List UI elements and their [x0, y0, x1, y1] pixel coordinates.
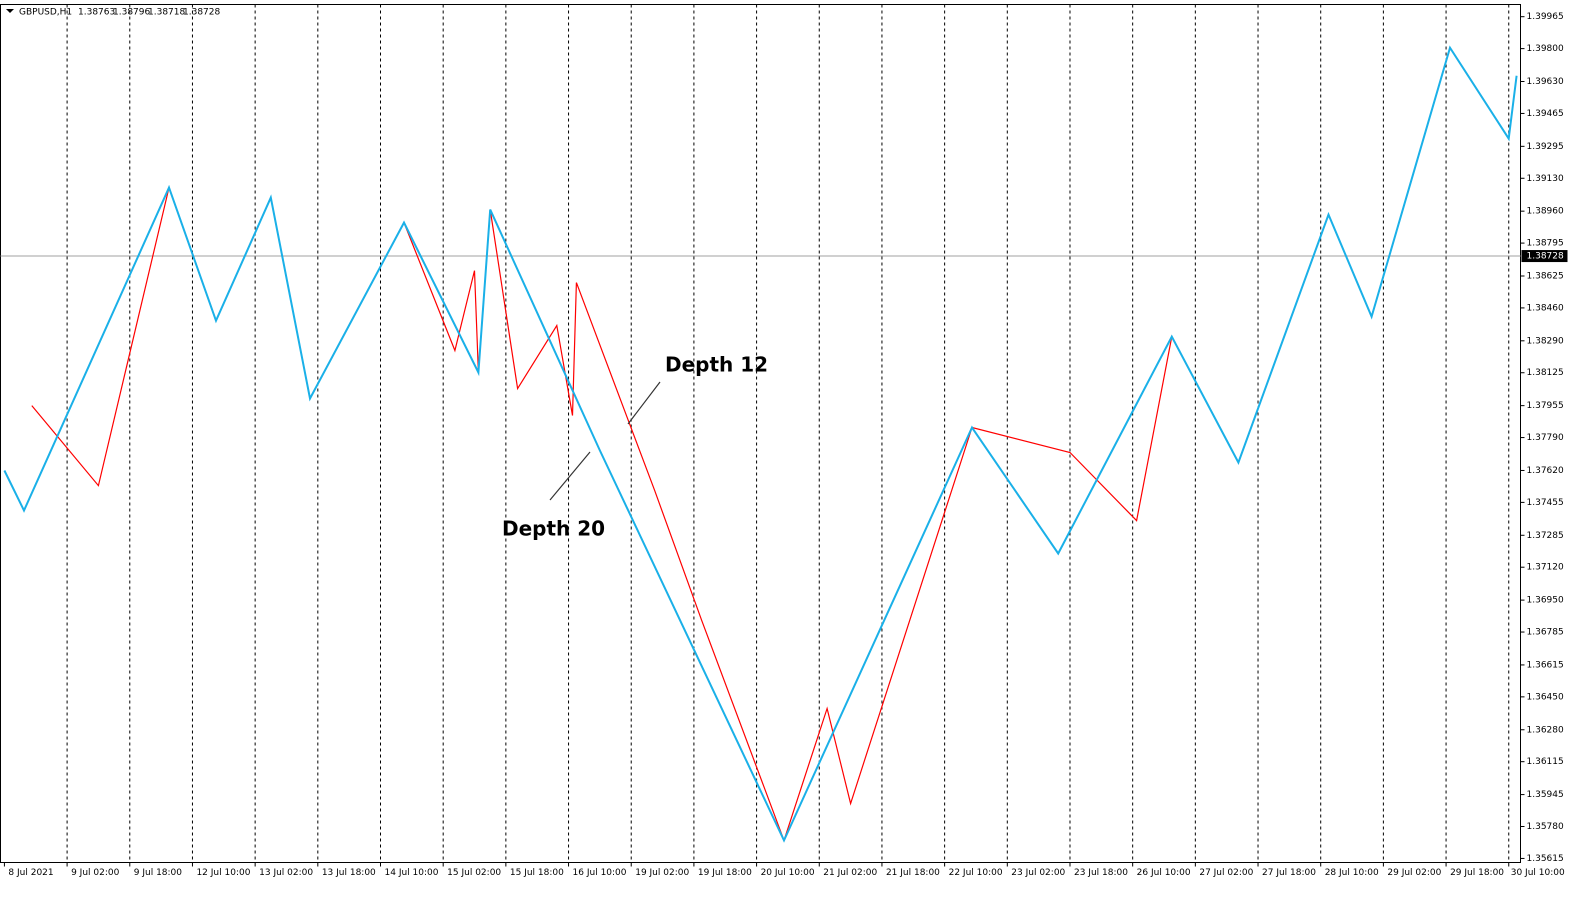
y-tick-label: 1.36950 — [1527, 596, 1564, 606]
y-tick-label: 1.38960 — [1527, 207, 1564, 217]
x-tick-label: 27 Jul 18:00 — [1262, 868, 1316, 878]
x-tick-label: 9 Jul 02:00 — [71, 868, 120, 878]
annotation: Depth 20 — [502, 517, 605, 541]
y-tick-label: 1.37455 — [1527, 498, 1564, 508]
x-tick-label: 16 Jul 10:00 — [573, 868, 627, 878]
y-tick-label: 1.37620 — [1527, 466, 1564, 476]
x-tick-label: 9 Jul 18:00 — [134, 868, 183, 878]
price-tag — [1521, 250, 1568, 263]
x-tick-label: 21 Jul 18:00 — [886, 868, 940, 878]
y-tick-label: 1.39630 — [1527, 77, 1564, 87]
annotation: Depth 12 — [665, 353, 768, 377]
x-tick-label: 27 Jul 02:00 — [1199, 868, 1253, 878]
x-tick-label: 19 Jul 02:00 — [635, 868, 689, 878]
x-tick-label: 29 Jul 02:00 — [1387, 868, 1441, 878]
zigzags — [3, 45, 1518, 843]
y-tick-label: 1.39965 — [1527, 12, 1564, 22]
price-tag-label: 1.38728 — [1527, 252, 1564, 262]
pointer-line — [549, 451, 591, 501]
x-tick-label: 8 Jul 2021 — [8, 868, 53, 878]
y-tick-label: 1.39465 — [1527, 109, 1564, 119]
x-tick-label: 23 Jul 18:00 — [1074, 868, 1128, 878]
x-tick-label: 13 Jul 18:00 — [322, 868, 376, 878]
x-tick-label: 22 Jul 10:00 — [949, 868, 1003, 878]
y-tick-label: 1.35615 — [1527, 854, 1564, 864]
y-tick-label: 1.39800 — [1527, 44, 1564, 54]
ohlc-high: 1.38796 — [113, 8, 150, 18]
y-tick-label: 1.36280 — [1527, 725, 1564, 735]
y-tick-label: 1.38625 — [1527, 271, 1564, 281]
y-tick-label: 1.38460 — [1527, 303, 1564, 313]
plot-frame — [0, 4, 1521, 863]
y-tick-label: 1.36615 — [1527, 660, 1564, 670]
x-tick-label: 14 Jul 10:00 — [385, 868, 439, 878]
x-tick-label: 19 Jul 18:00 — [698, 868, 752, 878]
x-tick-label: 26 Jul 10:00 — [1137, 868, 1191, 878]
y-tick-label: 1.38795 — [1527, 239, 1564, 249]
y-tick-label: 1.39295 — [1527, 142, 1564, 152]
x-tick-label: 29 Jul 18:00 — [1450, 868, 1504, 878]
axes: 8 Jul 2021 9 Jul 02:00 9 Jul 18:00 12 Jul 1… — [3, 12, 1568, 878]
x-tick-label: 13 Jul 02:00 — [259, 868, 313, 878]
y-tick-label: 1.35945 — [1527, 790, 1564, 800]
y-tick-label: 1.38290 — [1527, 336, 1564, 346]
x-tick-label: 20 Jul 10:00 — [761, 868, 815, 878]
y-tick-label: 1.36450 — [1527, 692, 1564, 702]
y-tick-label: 1.38125 — [1527, 368, 1564, 378]
y-tick-label: 1.37955 — [1527, 401, 1564, 411]
y-tick-label: 1.35780 — [1527, 822, 1564, 832]
zigzag-line — [3, 45, 1518, 843]
x-tick-label: 12 Jul 10:00 — [196, 868, 250, 878]
x-tick-label: 15 Jul 02:00 — [447, 868, 501, 878]
y-tick-label: 1.36115 — [1527, 757, 1564, 767]
x-tick-label: 15 Jul 18:00 — [510, 868, 564, 878]
x-tick-label: 28 Jul 10:00 — [1325, 868, 1379, 878]
ohlc-open: 1.38763 — [78, 8, 115, 18]
y-tick-label: 1.37120 — [1527, 563, 1564, 573]
x-tick-label: 21 Jul 02:00 — [823, 868, 877, 878]
ohlc-low: 1.38718 — [148, 8, 185, 18]
grid — [0, 4, 1521, 863]
ohlc-close: 1.38728 — [183, 8, 220, 18]
menu-arrow — [6, 9, 14, 13]
y-tick-label: 1.39130 — [1527, 174, 1564, 184]
x-tick-label: 30 Jul 10:00 — [1511, 868, 1565, 878]
y-tick-label: 1.36785 — [1527, 628, 1564, 638]
y-tick-label: 1.37285 — [1527, 531, 1564, 541]
symbol-label: GBPUSD,H1 — [19, 8, 72, 18]
y-tick-label: 1.37790 — [1527, 433, 1564, 443]
pointer-line — [627, 381, 661, 425]
x-tick-label: 23 Jul 02:00 — [1011, 868, 1065, 878]
